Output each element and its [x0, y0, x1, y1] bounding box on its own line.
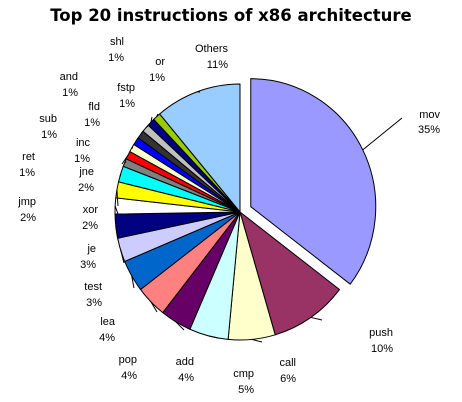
leader-line-push	[310, 316, 323, 321]
leader-line-jne	[119, 173, 122, 178]
slice-label-pop: pop	[119, 354, 137, 366]
pie-slice-mov	[250, 78, 377, 285]
slice-percent-push: 10%	[371, 343, 393, 355]
slice-label-je: je	[86, 243, 96, 255]
slice-percent-add: 4%	[178, 372, 194, 384]
slice-percent-or: 1%	[149, 72, 165, 84]
slice-percent-call: 6%	[280, 373, 296, 385]
slice-label-call: call	[279, 357, 296, 369]
slice-percent-fld: 1%	[84, 117, 100, 129]
chart-title: Top 20 instructions of x86 architecture	[50, 6, 412, 25]
leader-line-xor	[114, 205, 119, 215]
slice-label-fld: fld	[88, 101, 100, 113]
slice-label-lea: lea	[100, 316, 116, 328]
slice-percent-fstp: 1%	[119, 98, 135, 110]
leader-line-ret	[121, 154, 129, 165]
leader-line-pop	[150, 301, 158, 313]
slice-label-add: add	[176, 356, 194, 368]
slice-label-or: or	[155, 56, 165, 68]
slice-percent-pop: 4%	[121, 370, 137, 382]
slice-label-ret: ret	[22, 151, 35, 163]
slice-label-and: and	[60, 71, 78, 83]
slice-percent-xor: 2%	[82, 220, 98, 232]
slice-label-shl: shl	[110, 36, 124, 48]
slice-label-sub: sub	[39, 113, 57, 125]
slice-percent-ret: 1%	[19, 167, 35, 179]
leader-line-shl	[150, 116, 153, 123]
slice-percent-cmp: 5%	[238, 384, 254, 396]
pie-labels: mov 35% push 10% call 6% cmp 5% add 4% pop 4% lea 4% t…	[17, 36, 440, 396]
slice-label-test: test	[84, 281, 102, 293]
slice-label-fstp: fstp	[117, 82, 135, 94]
slice-percent-others: 11%	[207, 59, 228, 71]
slice-percent-jmp: 2%	[20, 212, 36, 224]
leader-line-test	[120, 249, 125, 264]
slice-label-jmp: jmp	[17, 196, 36, 208]
slice-percent-shl: 1%	[108, 52, 124, 64]
leader-line-call	[251, 338, 263, 343]
leader-line-or	[156, 113, 159, 117]
slice-label-mov: mov	[419, 109, 440, 121]
slice-percent-and: 1%	[62, 87, 78, 99]
slice-label-others: Others	[195, 43, 229, 55]
slice-label-push: push	[369, 327, 393, 339]
slice-percent-mov: 35%	[418, 124, 440, 136]
slice-percent-sub: 1%	[41, 129, 57, 141]
leader-line-cmp	[208, 335, 219, 339]
slice-percent-test: 3%	[86, 297, 102, 309]
leader-line-lea	[131, 275, 135, 289]
slice-percent-je: 3%	[80, 259, 96, 271]
leader-line-add	[175, 321, 185, 331]
pie-slice-push	[239, 211, 340, 336]
leader-line-je	[115, 226, 119, 241]
leader-line-and	[140, 130, 144, 135]
slice-percent-lea: 4%	[99, 332, 115, 344]
slice-percent-inc: 1%	[74, 153, 90, 165]
slice-label-xor: xor	[83, 204, 99, 216]
slice-percent-jne: 2%	[78, 182, 94, 194]
pie-slices	[114, 78, 377, 341]
leader-line-jmp	[116, 189, 119, 207]
leader-line-inc	[124, 161, 127, 164]
leader-line-fld	[135, 137, 139, 142]
leader-line-mov	[362, 117, 403, 151]
slice-label-inc: inc	[76, 137, 91, 149]
slice-label-cmp: cmp	[233, 368, 254, 380]
slice-label-jne: jne	[78, 166, 94, 178]
leader-line-fstp	[145, 123, 151, 129]
